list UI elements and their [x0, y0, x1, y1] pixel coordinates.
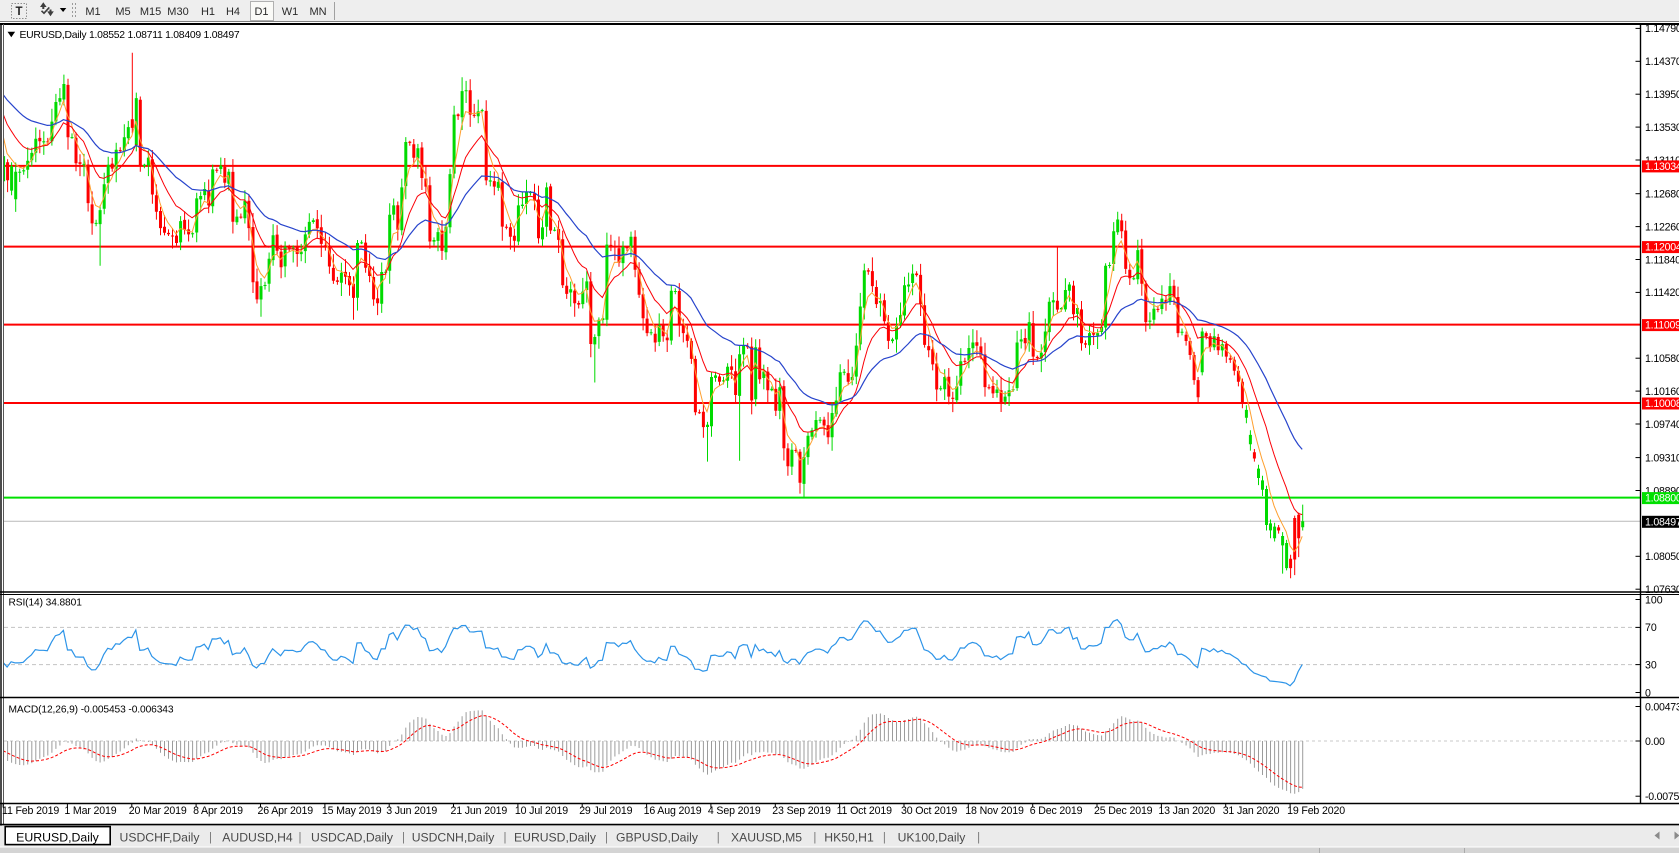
svg-text:6 Dec 2019: 6 Dec 2019	[1030, 805, 1083, 817]
svg-text:1.08050: 1.08050	[1645, 551, 1679, 563]
svg-text:UK100,Daily: UK100,Daily	[898, 831, 967, 845]
svg-text:29 Jul 2019: 29 Jul 2019	[579, 805, 632, 817]
svg-text:1.12680: 1.12680	[1645, 189, 1679, 201]
svg-text:|: |	[813, 832, 816, 844]
svg-text:1.14370: 1.14370	[1645, 56, 1679, 68]
svg-text:USDCHF,Daily: USDCHF,Daily	[120, 831, 201, 845]
svg-text:|: |	[605, 832, 608, 844]
svg-text:1.14790: 1.14790	[1645, 23, 1679, 35]
svg-text:15 May 2019: 15 May 2019	[322, 805, 382, 817]
svg-text:30 Oct 2019: 30 Oct 2019	[901, 805, 957, 817]
svg-text:19 Feb 2020: 19 Feb 2020	[1287, 805, 1345, 817]
svg-text:18 Nov 2019: 18 Nov 2019	[965, 805, 1024, 817]
svg-text:MACD(12,26,9) -0.005453 -0.006: MACD(12,26,9) -0.005453 -0.006343	[9, 705, 174, 716]
svg-text:10 Jul 2019: 10 Jul 2019	[515, 805, 568, 817]
svg-text:1.10008: 1.10008	[1645, 398, 1679, 410]
svg-text:D1: D1	[254, 6, 268, 18]
svg-text:1.10160: 1.10160	[1645, 386, 1679, 398]
svg-text:70: 70	[1645, 622, 1657, 634]
svg-text:31 Jan 2020: 31 Jan 2020	[1223, 805, 1280, 817]
svg-text:1.09310: 1.09310	[1645, 452, 1679, 464]
svg-text:1.11009: 1.11009	[1645, 320, 1679, 332]
svg-text:EURUSD,Daily 1.08552 1.08711: EURUSD,Daily 1.08552 1.08711 1.08409 1.0…	[20, 30, 240, 41]
svg-text:1.08800: 1.08800	[1645, 493, 1679, 505]
svg-text:H4: H4	[226, 6, 240, 18]
svg-text:0.00: 0.00	[1645, 736, 1665, 748]
svg-text:EURUSD,Daily: EURUSD,Daily	[514, 831, 597, 845]
svg-text:100: 100	[1645, 594, 1663, 606]
svg-text:|: |	[717, 832, 720, 844]
svg-text:30: 30	[1645, 659, 1657, 671]
svg-text:-0.00758: -0.00758	[1645, 791, 1679, 803]
svg-text:W1: W1	[282, 6, 299, 18]
svg-text:4 Sep 2019: 4 Sep 2019	[708, 805, 761, 817]
svg-text:1.13530: 1.13530	[1645, 122, 1679, 134]
svg-text:21 Jun 2019: 21 Jun 2019	[451, 805, 508, 817]
svg-text:EURUSD,Daily: EURUSD,Daily	[16, 831, 100, 845]
svg-text:20 Mar 2019: 20 Mar 2019	[129, 805, 187, 817]
svg-text:16 Aug 2019: 16 Aug 2019	[644, 805, 702, 817]
svg-text:|: |	[504, 832, 507, 844]
svg-text:1 Mar 2019: 1 Mar 2019	[64, 805, 116, 817]
svg-text:|: |	[209, 832, 212, 844]
svg-text:0.004738: 0.004738	[1645, 701, 1679, 713]
svg-text:13 Jan 2020: 13 Jan 2020	[1158, 805, 1215, 817]
svg-text:MN: MN	[309, 6, 326, 18]
svg-text:XAUUSD,M5: XAUUSD,M5	[731, 831, 802, 845]
svg-text:1.13950: 1.13950	[1645, 89, 1679, 101]
svg-text:M1: M1	[85, 6, 100, 18]
svg-text:1.08497: 1.08497	[1645, 516, 1679, 528]
svg-text:M15: M15	[140, 6, 161, 18]
svg-text:AUDUSD,H4: AUDUSD,H4	[222, 831, 293, 845]
svg-text:M5: M5	[115, 6, 130, 18]
svg-text:1.12004: 1.12004	[1645, 242, 1679, 254]
svg-text:RSI(14) 34.8801: RSI(14) 34.8801	[9, 598, 83, 609]
svg-text:GBPUSD,Daily: GBPUSD,Daily	[616, 831, 699, 845]
svg-text:M30: M30	[167, 6, 188, 18]
svg-text:25 Dec 2019: 25 Dec 2019	[1094, 805, 1153, 817]
svg-text:26 Apr 2019: 26 Apr 2019	[258, 805, 314, 817]
svg-text:11 Feb 2019: 11 Feb 2019	[2, 805, 59, 817]
svg-text:T: T	[15, 6, 22, 18]
svg-text:1.11420: 1.11420	[1645, 287, 1679, 299]
svg-text:1.11840: 1.11840	[1645, 254, 1679, 266]
svg-text:1.13034: 1.13034	[1645, 161, 1679, 173]
svg-text:|: |	[402, 832, 405, 844]
svg-text:0: 0	[1645, 687, 1651, 699]
svg-text:8 Apr 2019: 8 Apr 2019	[193, 805, 243, 817]
svg-text:|: |	[299, 832, 302, 844]
svg-text:1.10580: 1.10580	[1645, 353, 1679, 365]
svg-text:USDCNH,Daily: USDCNH,Daily	[412, 831, 496, 845]
svg-text:USDCAD,Daily: USDCAD,Daily	[311, 831, 394, 845]
svg-text:H1: H1	[201, 6, 215, 18]
svg-text:1.12260: 1.12260	[1645, 221, 1679, 233]
svg-text:HK50,H1: HK50,H1	[824, 831, 874, 845]
svg-text:1.07630: 1.07630	[1645, 584, 1679, 596]
svg-text:|: |	[977, 832, 980, 844]
svg-text:11 Oct 2019: 11 Oct 2019	[837, 805, 893, 817]
svg-text:|: |	[883, 832, 886, 844]
svg-text:23 Sep 2019: 23 Sep 2019	[772, 805, 831, 817]
svg-text:3 Jun 2019: 3 Jun 2019	[386, 805, 437, 817]
svg-text:1.09740: 1.09740	[1645, 419, 1679, 431]
